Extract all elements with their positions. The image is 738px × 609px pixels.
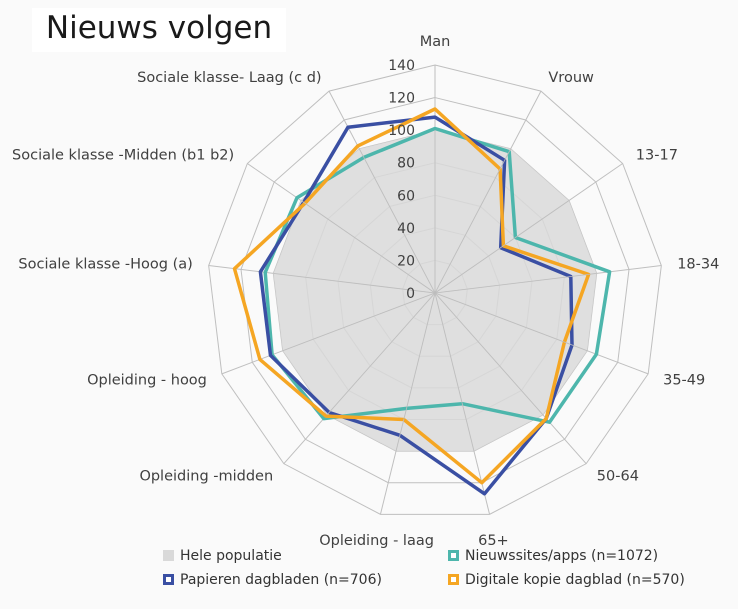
radial-tick-label: 40 xyxy=(397,221,415,237)
category-label: Opleiding - laag xyxy=(319,533,434,549)
radial-tick-label: 120 xyxy=(388,91,415,107)
radial-tick-label: 100 xyxy=(388,123,415,139)
chart-title: Nieuws volgen xyxy=(45,10,273,46)
category-label: Man xyxy=(420,34,451,50)
radial-ticks: 0 20 40 60 80 100 120 140 xyxy=(388,58,415,302)
category-labels: Man Vrouw 13-17 18-34 35-49 50-64 65+ Opleiding… xyxy=(12,34,719,549)
series-line-2 xyxy=(258,115,574,496)
category-label: Sociale klasse- Laag (c d) xyxy=(137,70,321,86)
title-box: Nieuws volgen xyxy=(32,8,286,52)
radial-tick-label: 20 xyxy=(397,253,415,269)
inner-spoke xyxy=(434,292,544,416)
inner-spoke xyxy=(326,292,436,416)
radial-tick-label: 0 xyxy=(406,286,415,302)
inner-spoke xyxy=(434,148,512,294)
category-label: Sociale klasse -Hoog (a) xyxy=(18,257,192,273)
category-label: Opleiding -midden xyxy=(139,469,273,485)
inner-spoke xyxy=(273,272,436,294)
radial-tick-label: 80 xyxy=(397,156,415,172)
inner-spoke xyxy=(300,200,436,294)
grid-ring xyxy=(208,64,662,515)
category-label: 50-64 xyxy=(597,469,639,485)
inner-spoke xyxy=(434,292,475,452)
series-line-3 xyxy=(232,107,591,485)
inner-spoke xyxy=(434,200,570,294)
inner-spoke xyxy=(434,292,588,352)
category-label: Opleiding - hoog xyxy=(87,373,207,389)
series-line-1 xyxy=(263,126,612,424)
inner-spoke xyxy=(434,272,597,294)
category-label: 18-34 xyxy=(677,257,719,273)
category-label: 35-49 xyxy=(663,373,705,389)
category-label: Sociale klasse -Midden (b1 b2) xyxy=(12,147,234,163)
radial-tick-label: 140 xyxy=(388,58,415,74)
category-label: 65+ xyxy=(478,533,509,549)
grid-ring xyxy=(240,97,630,484)
inner-spoke xyxy=(395,292,436,452)
category-label: Vrouw xyxy=(548,70,594,86)
category-label: 13-17 xyxy=(636,147,678,163)
radar-series xyxy=(232,107,612,496)
inner-spoke xyxy=(358,148,436,294)
radial-tick-label: 60 xyxy=(397,188,415,204)
inner-spoke xyxy=(282,292,436,352)
